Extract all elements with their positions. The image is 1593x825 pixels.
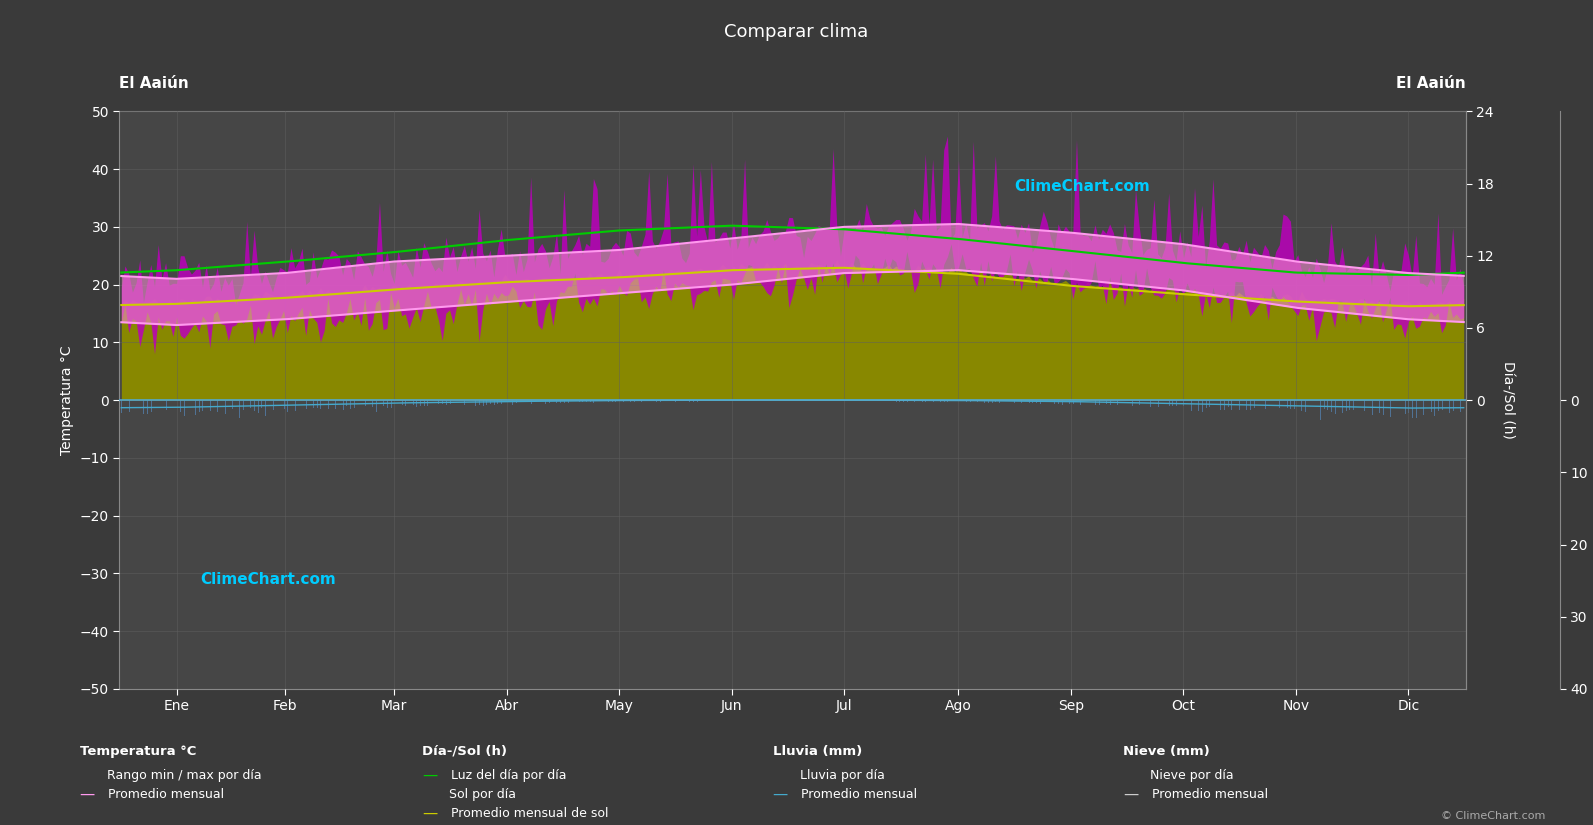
Text: Promedio mensual: Promedio mensual [801, 788, 918, 801]
Text: ClimeChart.com: ClimeChart.com [1015, 179, 1150, 194]
Text: —: — [80, 787, 96, 802]
Text: Día-/Sol (h): Día-/Sol (h) [422, 745, 507, 758]
Text: Promedio mensual: Promedio mensual [108, 788, 225, 801]
Text: Comparar clima: Comparar clima [725, 23, 868, 41]
Text: —: — [422, 806, 438, 821]
Text: Lluvia por día: Lluvia por día [800, 769, 884, 782]
Text: Promedio mensual: Promedio mensual [1152, 788, 1268, 801]
Text: Sol por día: Sol por día [449, 788, 516, 801]
Text: Temperatura °C: Temperatura °C [80, 745, 196, 758]
Text: El Aaiún: El Aaiún [119, 76, 190, 92]
Y-axis label: Día-/Sol (h): Día-/Sol (h) [1501, 361, 1515, 439]
Text: El Aaiún: El Aaiún [1395, 76, 1466, 92]
Text: ClimeChart.com: ClimeChart.com [201, 572, 336, 587]
Text: Lluvia (mm): Lluvia (mm) [773, 745, 862, 758]
Text: —: — [422, 768, 438, 783]
Text: © ClimeChart.com: © ClimeChart.com [1440, 811, 1545, 821]
Text: Luz del día por día: Luz del día por día [451, 769, 567, 782]
Y-axis label: Temperatura °C: Temperatura °C [61, 346, 75, 455]
Text: Rango min / max por día: Rango min / max por día [107, 769, 261, 782]
Text: Nieve (mm): Nieve (mm) [1123, 745, 1209, 758]
Text: Nieve por día: Nieve por día [1150, 769, 1233, 782]
Text: Promedio mensual de sol: Promedio mensual de sol [451, 807, 609, 820]
Text: —: — [773, 787, 789, 802]
Text: —: — [1123, 787, 1139, 802]
